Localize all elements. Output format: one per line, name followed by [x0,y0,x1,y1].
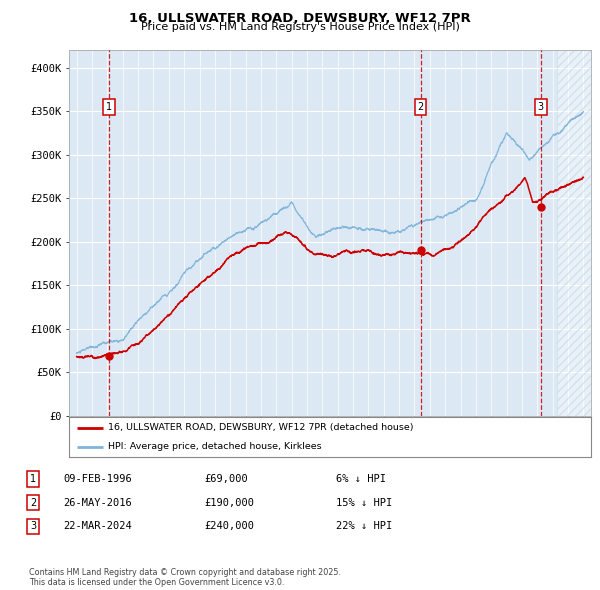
Text: 22-MAR-2024: 22-MAR-2024 [63,522,132,531]
Text: £240,000: £240,000 [204,522,254,531]
Text: HPI: Average price, detached house, Kirklees: HPI: Average price, detached house, Kirk… [108,442,322,451]
Bar [557,50,591,416]
Text: 2: 2 [418,102,424,112]
Text: 3: 3 [30,522,36,531]
Text: Contains HM Land Registry data © Crown copyright and database right 2025.
This d: Contains HM Land Registry data © Crown c… [29,568,341,587]
Text: 15% ↓ HPI: 15% ↓ HPI [336,498,392,507]
Text: 22% ↓ HPI: 22% ↓ HPI [336,522,392,531]
Text: £69,000: £69,000 [204,474,248,484]
Text: 3: 3 [538,102,544,112]
Text: 26-MAY-2016: 26-MAY-2016 [63,498,132,507]
Text: Price paid vs. HM Land Registry's House Price Index (HPI): Price paid vs. HM Land Registry's House … [140,22,460,32]
Text: 1: 1 [106,102,112,112]
Text: 1: 1 [30,474,36,484]
Text: 16, ULLSWATER ROAD, DEWSBURY, WF12 7PR (detached house): 16, ULLSWATER ROAD, DEWSBURY, WF12 7PR (… [108,423,413,432]
Text: £190,000: £190,000 [204,498,254,507]
Text: 6% ↓ HPI: 6% ↓ HPI [336,474,386,484]
Text: 09-FEB-1996: 09-FEB-1996 [63,474,132,484]
Text: 16, ULLSWATER ROAD, DEWSBURY, WF12 7PR: 16, ULLSWATER ROAD, DEWSBURY, WF12 7PR [129,12,471,25]
Text: 2: 2 [30,498,36,507]
